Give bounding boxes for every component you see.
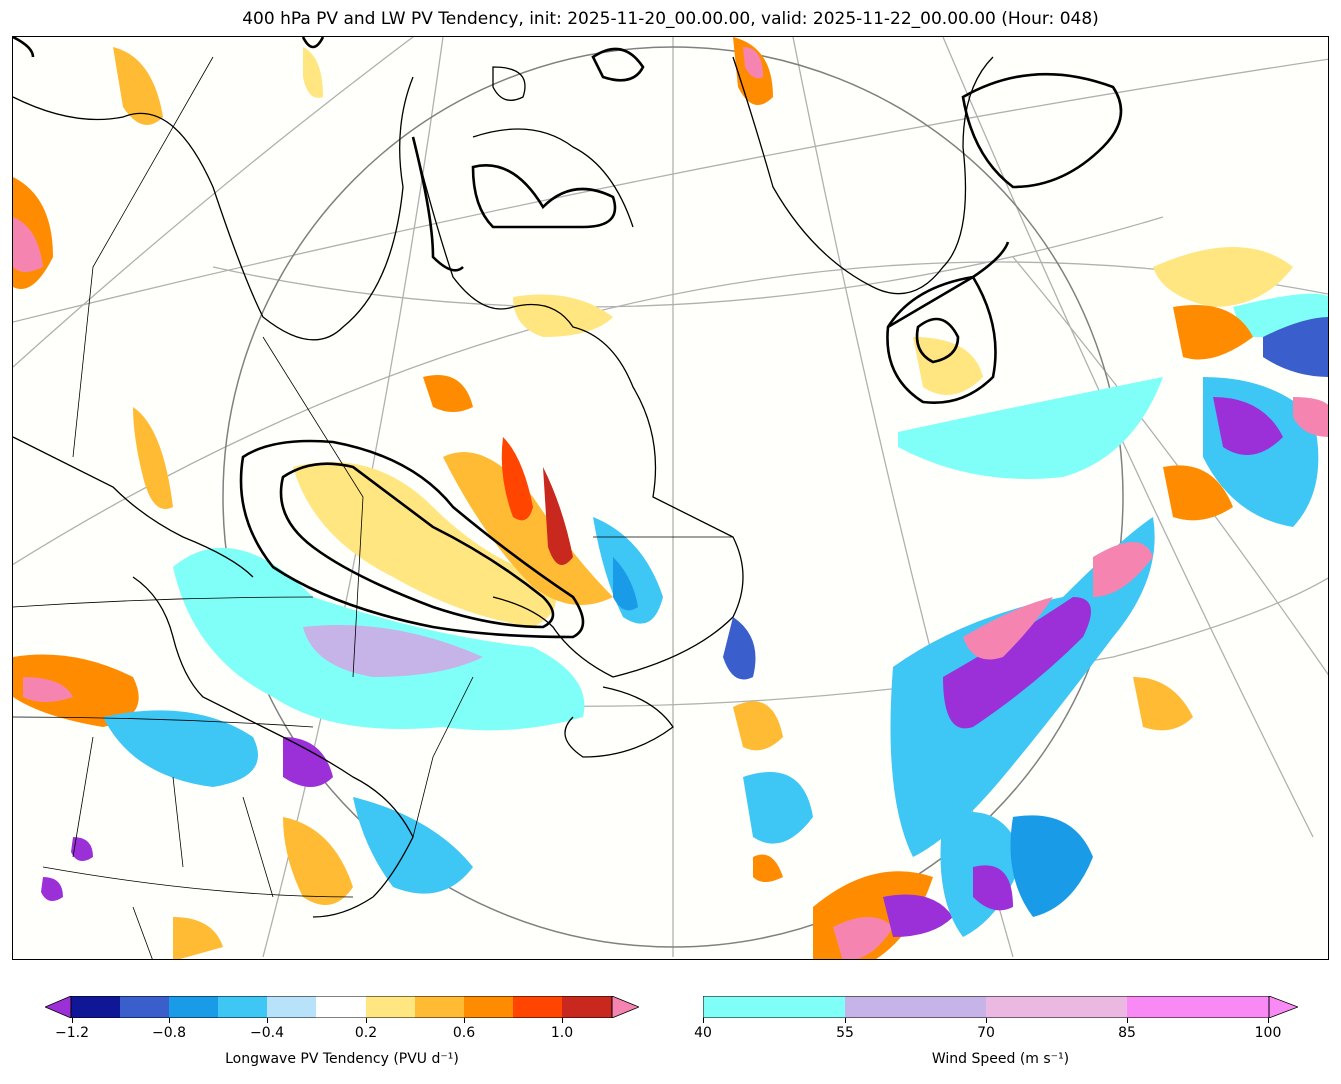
wind-tick-label: 70 bbox=[977, 1025, 995, 1041]
pv-tick-label: −0.4 bbox=[250, 1025, 284, 1041]
wind-colorbar-gradient bbox=[702, 995, 1300, 1019]
political-boundaries bbox=[13, 56, 733, 959]
pv-colorbar-label: Longwave PV Tendency (PVU d⁻¹) bbox=[225, 1051, 459, 1067]
reference-circle bbox=[222, 46, 1124, 948]
map-canvas bbox=[13, 37, 1328, 959]
pv-tick-label: −0.8 bbox=[152, 1025, 186, 1041]
pv-tick-label: 1.0 bbox=[550, 1025, 574, 1041]
pv-tick-label: 0.2 bbox=[354, 1025, 378, 1041]
map-title: 400 hPa PV and LW PV Tendency, init: 202… bbox=[242, 9, 1099, 29]
wind-speed-colorbar bbox=[702, 995, 1300, 1019]
wind-colorbar-label: Wind Speed (m s⁻¹) bbox=[931, 1051, 1070, 1067]
wind-speed-shading bbox=[173, 293, 1328, 731]
wind-tick-label: 85 bbox=[1118, 1025, 1136, 1041]
pv-tendency-colorbar bbox=[43, 995, 641, 1019]
pv-tick-label: 0.6 bbox=[452, 1025, 476, 1041]
wind-tick-label: 55 bbox=[836, 1025, 854, 1041]
pv-tendency-shading bbox=[13, 37, 1328, 959]
coastlines bbox=[13, 56, 994, 918]
graticule bbox=[13, 37, 1328, 958]
pv-contours bbox=[13, 37, 1123, 639]
wind-tick-label: 100 bbox=[1254, 1025, 1282, 1041]
map-panel[interactable] bbox=[12, 36, 1329, 960]
pv-colorbar-gradient bbox=[43, 995, 641, 1019]
pv-tick-label: −1.2 bbox=[55, 1025, 89, 1041]
wind-tick-label: 40 bbox=[694, 1025, 712, 1041]
